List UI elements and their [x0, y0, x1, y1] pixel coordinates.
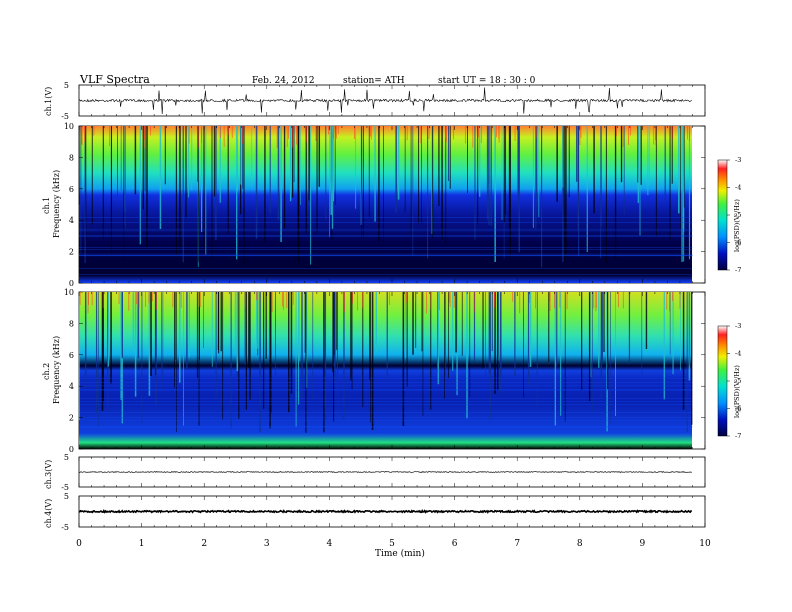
ch2-colorbar-label: log(PSD)(V²/Hz)	[733, 365, 741, 418]
start-time-label: start UT = 18 : 30 : 0	[438, 76, 536, 86]
ch4-waveform-ylabel: ch.4(V)	[44, 498, 53, 528]
ch2-spectrogram	[79, 292, 692, 449]
x-tick-label: 8	[577, 539, 583, 549]
x-tick-label: 0	[76, 539, 82, 549]
x-tick-label: 7	[514, 539, 520, 549]
y-tick-label: 5	[64, 81, 69, 90]
ch1-colorbar	[717, 159, 728, 271]
x-tick-label: 2	[201, 539, 207, 549]
ch1-spectrogram-ylabel: Frequency (kHz)	[52, 169, 61, 238]
y-tick-label: -5	[61, 483, 69, 492]
x-tick-label: 3	[264, 539, 270, 549]
ch2-spectrogram-ylabel: Frequency (kHz)	[52, 335, 61, 404]
date-label: Feb. 24, 2012	[252, 76, 315, 86]
x-tick-label: 6	[452, 539, 458, 549]
colorbar-tick-label: -6	[735, 239, 741, 247]
colorbar-tick-label: -5	[735, 211, 741, 219]
y-tick-label: 4	[69, 216, 74, 225]
colorbar-tick-label: -3	[735, 322, 741, 330]
ch1-waveform-line	[78, 87, 692, 115]
colorbar-tick-label: -7	[735, 266, 741, 274]
ch1-waveform-ylabel: ch.1(V)	[44, 86, 53, 116]
y-tick-label: 0	[69, 279, 74, 288]
y-tick-label: 2	[69, 248, 74, 257]
y-tick-label: 6	[69, 351, 74, 360]
y-tick-label: 6	[69, 185, 74, 194]
ch2-spectrogram-ylabel-top: ch.2	[42, 362, 51, 380]
x-tick-label: 5	[389, 539, 395, 549]
ch2-colorbar	[717, 325, 728, 437]
y-tick-label: 0	[69, 445, 74, 454]
colorbar-tick-label: -7	[735, 432, 741, 440]
x-tick-label: 9	[640, 539, 646, 549]
y-tick-label: 5	[64, 492, 69, 501]
x-tick-label: 4	[327, 539, 333, 549]
colorbar-tick-label: -4	[735, 350, 741, 358]
ch1-spectrogram-ylabel-top: ch.1	[42, 196, 51, 214]
ch3-waveform-ylabel: ch.3(V)	[44, 459, 53, 489]
colorbar-tick-label: -6	[735, 405, 741, 413]
y-tick-label: 8	[69, 319, 74, 328]
y-tick-label: 4	[69, 382, 74, 391]
y-tick-label: 10	[64, 122, 74, 131]
y-tick-label: -5	[61, 523, 69, 532]
y-tick-label: -5	[61, 112, 69, 121]
colorbar-tick-label: -3	[735, 156, 741, 164]
x-tick-label: 10	[699, 539, 711, 549]
ch1-spectrogram	[79, 126, 692, 283]
y-tick-label: 2	[69, 414, 74, 423]
ch4-waveform-line	[78, 508, 693, 514]
colorbar-tick-label: -4	[735, 184, 741, 192]
x-tick-label: 1	[139, 539, 145, 549]
x-axis-label: Time (min)	[375, 549, 425, 559]
station-label: station= ATH	[343, 76, 405, 86]
chart-title: VLF Spectra	[80, 73, 150, 86]
y-tick-label: 10	[64, 288, 74, 297]
ch3-waveform-line	[78, 471, 692, 473]
colorbar-tick-label: -5	[735, 377, 741, 385]
ch1-colorbar-label: log(PSD)(V²/Hz)	[733, 199, 741, 252]
y-tick-label: 8	[69, 153, 74, 162]
y-tick-label: 5	[64, 453, 69, 462]
